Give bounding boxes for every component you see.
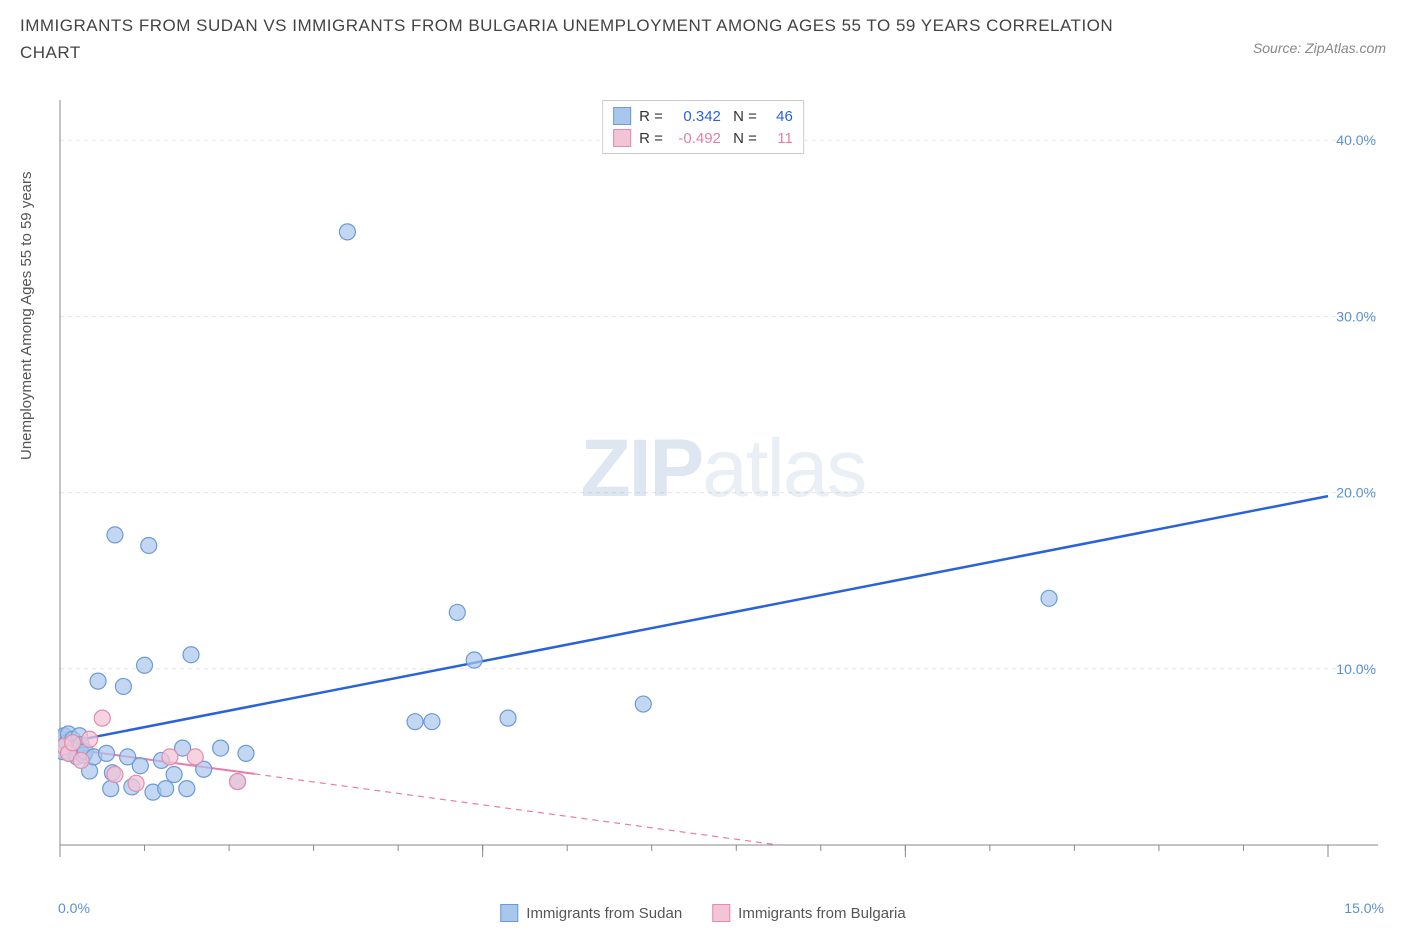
correlation-stats-legend: R = 0.342 N = 46 R = -0.492 N = 11 [602, 100, 804, 154]
n-value-bulgaria: 11 [765, 130, 793, 147]
y-axis-label: Unemployment Among Ages 55 to 59 years [18, 171, 35, 460]
chart-header: IMMIGRANTS FROM SUDAN VS IMMIGRANTS FROM… [0, 0, 1406, 66]
svg-text:40.0%: 40.0% [1336, 132, 1376, 148]
stats-row-sudan: R = 0.342 N = 46 [613, 105, 793, 127]
r-value-sudan: 0.342 [671, 108, 721, 125]
swatch-sudan-bottom [500, 904, 518, 922]
chart-title: IMMIGRANTS FROM SUDAN VS IMMIGRANTS FROM… [20, 12, 1120, 66]
x-tick-left: 0.0% [58, 900, 90, 916]
legend-item-sudan: Immigrants from Sudan [500, 904, 682, 922]
x-tick-right: 15.0% [1344, 900, 1384, 916]
legend-label-bulgaria: Immigrants from Bulgaria [738, 905, 906, 922]
source-attribution: Source: ZipAtlas.com [1253, 40, 1386, 56]
series-legend: Immigrants from Sudan Immigrants from Bu… [500, 904, 905, 922]
scatter-plot: 10.0% 20.0% 30.0% 40.0% [58, 95, 1388, 875]
chart-area: 10.0%20.0%30.0%40.0% ZIPatlas [58, 95, 1388, 875]
svg-text:10.0%: 10.0% [1336, 661, 1376, 677]
svg-text:20.0%: 20.0% [1336, 485, 1376, 501]
r-value-bulgaria: -0.492 [671, 130, 721, 147]
swatch-bulgaria [613, 129, 631, 147]
svg-text:30.0%: 30.0% [1336, 308, 1376, 324]
legend-label-sudan: Immigrants from Sudan [526, 905, 682, 922]
n-value-sudan: 46 [765, 108, 793, 125]
swatch-bulgaria-bottom [712, 904, 730, 922]
legend-item-bulgaria: Immigrants from Bulgaria [712, 904, 906, 922]
swatch-sudan [613, 107, 631, 125]
stats-row-bulgaria: R = -0.492 N = 11 [613, 127, 793, 149]
